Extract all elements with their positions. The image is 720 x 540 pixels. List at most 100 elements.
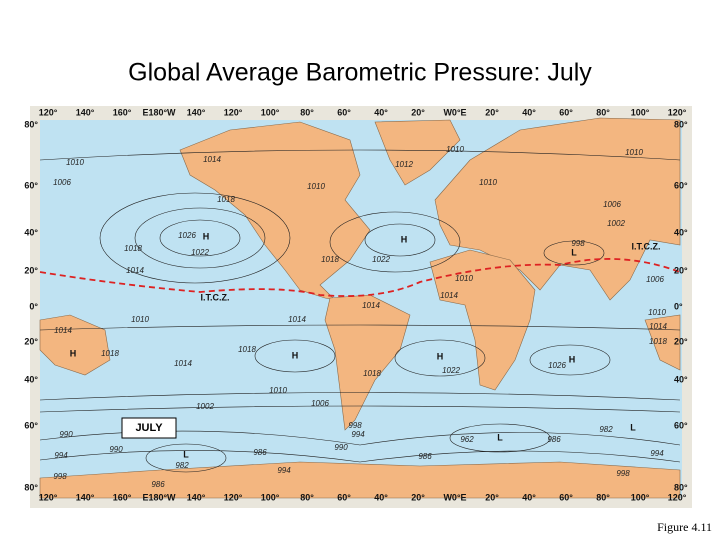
isobar-label: 1014	[440, 291, 458, 300]
longitude-label: 40°	[522, 492, 536, 502]
longitude-label: 140°	[187, 492, 206, 502]
longitude-label: E180°W	[142, 107, 176, 117]
isobar-label: 1006	[603, 200, 621, 209]
longitude-label: 20°	[485, 107, 499, 117]
latitude-label: 20°	[674, 265, 688, 275]
longitude-label: 80°	[596, 107, 610, 117]
longitude-label: 120°	[668, 492, 687, 502]
longitude-label: 100°	[261, 492, 280, 502]
isobar-label: 1006	[311, 399, 329, 408]
latitude-label: 20°	[24, 265, 38, 275]
longitude-label: 140°	[76, 107, 95, 117]
longitude-label: 160°	[113, 107, 132, 117]
isobar-label: 1018	[217, 195, 235, 204]
pressure-center: L	[571, 247, 577, 257]
isobar-label: 994	[277, 466, 291, 475]
longitude-label: 120°	[39, 492, 58, 502]
isobar-label: 1018	[649, 337, 667, 346]
isobar-label: 986	[418, 452, 432, 461]
isobar-label: 1018	[101, 349, 119, 358]
isobar-label: 1010	[131, 315, 149, 324]
longitude-label: W0°E	[443, 492, 466, 502]
latitude-label: 40°	[674, 227, 688, 237]
isobar-label: 1010	[66, 158, 84, 167]
isobar-label: 982	[175, 461, 189, 470]
longitude-label: 20°	[485, 492, 499, 502]
isobar-label: 994	[54, 451, 68, 460]
isobar-label: 1014	[288, 315, 306, 324]
pressure-center: L	[183, 449, 189, 459]
isobar-label: 1002	[607, 219, 625, 228]
latitude-label: 80°	[674, 119, 688, 129]
isobar-label: 1012	[395, 160, 413, 169]
latitude-label: 40°	[24, 227, 38, 237]
longitude-label: W0°E	[443, 107, 466, 117]
isobar-label: 1026	[178, 231, 196, 240]
longitude-label: 40°	[374, 492, 388, 502]
isobar-label: 1014	[126, 266, 144, 275]
isobar-label: 986	[547, 435, 561, 444]
isobar-label: 998	[616, 469, 630, 478]
latitude-label: 60°	[24, 420, 38, 430]
pressure-center: H	[292, 350, 299, 360]
latitude-label: 20°	[24, 336, 38, 346]
longitude-label: 60°	[337, 492, 351, 502]
isobar-label: 1018	[363, 369, 381, 378]
longitude-label: 20°	[411, 107, 425, 117]
latitude-label: 80°	[24, 482, 38, 492]
longitude-label: 80°	[596, 492, 610, 502]
isobar-label: 1010	[479, 178, 497, 187]
isobar-label: 1014	[362, 301, 380, 310]
longitude-label: 140°	[76, 492, 95, 502]
isobar-label: 990	[109, 445, 123, 454]
isobar-label: 1010	[648, 308, 666, 317]
latitude-label: 80°	[24, 119, 38, 129]
itcz-label: I.T.C.Z.	[201, 292, 230, 302]
isobar-label: 1026	[548, 361, 566, 370]
latitude-label: 60°	[674, 420, 688, 430]
pressure-center: H	[203, 231, 210, 241]
latitude-label: 60°	[24, 180, 38, 190]
longitude-label: E180°W	[142, 492, 176, 502]
isobars	[39, 149, 681, 473]
latitude-label: 40°	[674, 374, 688, 384]
isobar-label: 1018	[238, 345, 256, 354]
longitude-label: 40°	[374, 107, 388, 117]
latitude-label: 60°	[674, 180, 688, 190]
isobar-label: 1022	[191, 248, 209, 257]
season-label: JULY	[135, 422, 163, 434]
isobar-label: 1014	[174, 359, 192, 368]
longitude-label: 120°	[39, 107, 58, 117]
longitude-label: 80°	[300, 492, 314, 502]
pressure-center: L	[497, 432, 503, 442]
isobar-label: 998	[571, 239, 585, 248]
latitude-label: 0°	[674, 301, 683, 311]
pressure-center: H	[401, 234, 408, 244]
isobar-label: 1010	[307, 182, 325, 191]
longitude-label: 40°	[522, 107, 536, 117]
isobar-label: 982	[599, 425, 613, 434]
isobar-label: 1006	[646, 275, 664, 284]
longitude-label: 100°	[631, 107, 650, 117]
latitude-label: 20°	[674, 336, 688, 346]
isobar-label: 998	[53, 472, 67, 481]
isobar-label: 990	[334, 443, 348, 452]
isobar-label: 1022	[442, 366, 460, 375]
isobar-label: 1006	[53, 178, 71, 187]
pressure-center: L	[630, 422, 636, 432]
itcz-label: I.T.C.Z.	[632, 241, 661, 251]
longitude-label: 20°	[411, 492, 425, 502]
longitude-label: 120°	[224, 492, 243, 502]
isobar-label: 1010	[269, 386, 287, 395]
latitude-label: 40°	[24, 374, 38, 384]
pressure-center: H	[569, 354, 576, 364]
isobar-label: 986	[151, 480, 165, 489]
longitude-label: 120°	[668, 107, 687, 117]
isobar-label: 1018	[124, 244, 142, 253]
isobar-label: 1010	[625, 148, 643, 157]
pressure-center: H	[437, 351, 444, 361]
longitude-label: 60°	[337, 107, 351, 117]
longitude-label: 60°	[559, 492, 573, 502]
